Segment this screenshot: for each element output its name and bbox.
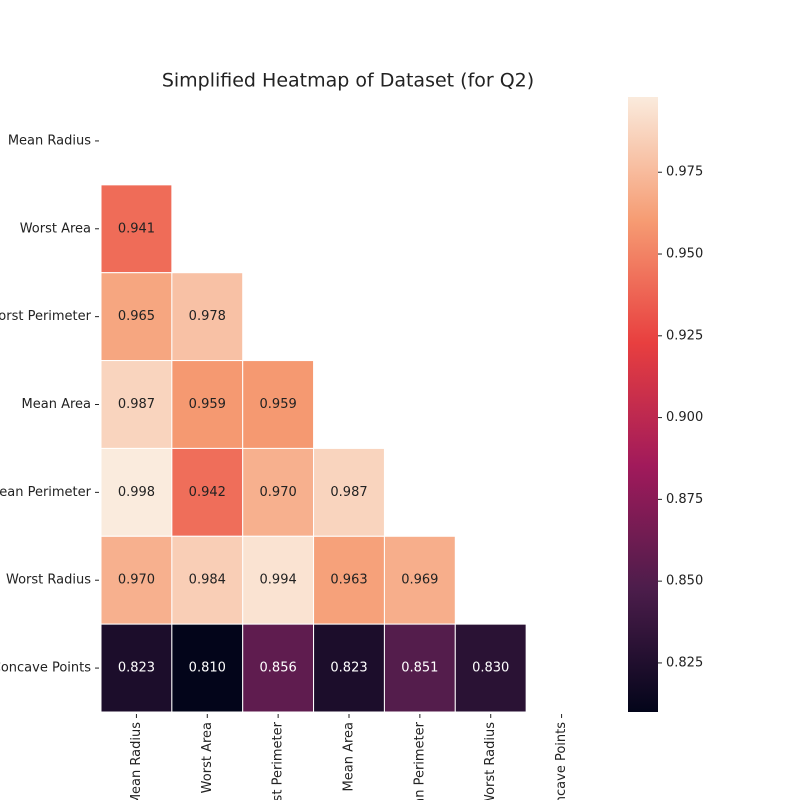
heatmap-cell [383, 623, 456, 713]
cell-label: 0.998 [118, 485, 155, 500]
cell-label: 0.970 [260, 485, 297, 500]
heatmap-cell [171, 272, 244, 362]
heatmap-cell [383, 535, 456, 625]
colorbar-tick-label: 0.950 [666, 247, 703, 262]
heatmap-cell [242, 623, 315, 713]
cell-label: 0.856 [260, 661, 297, 676]
x-tick-label: Mean Concave Points [554, 722, 569, 800]
cell-label: 0.810 [189, 661, 226, 676]
heatmap-cell [100, 184, 173, 274]
x-tick-label: Mean Radius [129, 722, 144, 800]
cell-label: 0.830 [472, 661, 509, 676]
heatmap-cell [313, 623, 385, 713]
cell-label: 0.984 [189, 573, 226, 588]
cell-label: 0.959 [189, 397, 226, 412]
colorbar-tick-label: 0.975 [666, 165, 703, 180]
cell-label: 0.969 [401, 573, 438, 588]
y-tick-label: Worst Area [20, 221, 91, 236]
heatmap-cell [171, 447, 244, 537]
y-tick-label: Mean Concave Points [0, 661, 91, 676]
cell-label: 0.942 [189, 485, 226, 500]
cell-label: 0.978 [189, 309, 226, 324]
cell-label: 0.959 [260, 397, 297, 412]
y-tick-label: Worst Radius [6, 573, 91, 588]
heatmap-cell [171, 360, 244, 449]
x-tick-label: Worst Perimeter [271, 721, 286, 800]
heatmap-cell [454, 623, 527, 713]
x-tick-label: Mean Area [342, 722, 357, 791]
cell-label: 0.987 [118, 397, 155, 412]
heatmap-cell [171, 535, 244, 625]
y-tick-label: Mean Perimeter [0, 485, 92, 500]
colorbar-tick-label: 0.825 [666, 655, 703, 670]
colorbar-tick-label: 0.925 [666, 328, 703, 343]
heatmap-cell [242, 360, 315, 449]
x-tick-label: Worst Area [200, 722, 215, 793]
x-tick-label: Worst Radius [483, 722, 498, 800]
x-tick-label: Mean Perimeter [412, 721, 427, 800]
colorbar-tick-label: 0.875 [666, 492, 703, 507]
y-tick-label: Mean Area [22, 397, 91, 412]
heatmap-cell [100, 535, 173, 625]
cell-label: 0.987 [330, 485, 367, 500]
y-tick-label: Worst Perimeter [0, 309, 92, 324]
chart-title: Simplified Heatmap of Dataset (for Q2) [162, 70, 534, 92]
cell-label: 0.823 [118, 661, 155, 676]
heatmap-cell [242, 447, 315, 537]
y-tick-label: Mean Radius [8, 133, 91, 148]
cell-label: 0.994 [260, 573, 297, 588]
colorbar-tick-label: 0.900 [666, 410, 703, 425]
heatmap-cell [313, 447, 385, 537]
cell-label: 0.965 [118, 309, 155, 324]
colorbar [628, 97, 658, 712]
heatmap-cell [171, 623, 244, 713]
cell-label: 0.970 [118, 573, 155, 588]
heatmap-cell [100, 447, 173, 537]
cell-label: 0.941 [118, 221, 155, 236]
heatmap-cell [100, 623, 173, 713]
cell-label: 0.823 [330, 661, 367, 676]
cell-label: 0.851 [401, 661, 438, 676]
colorbar-tick-label: 0.850 [666, 574, 703, 589]
cell-label: 0.963 [330, 573, 367, 588]
